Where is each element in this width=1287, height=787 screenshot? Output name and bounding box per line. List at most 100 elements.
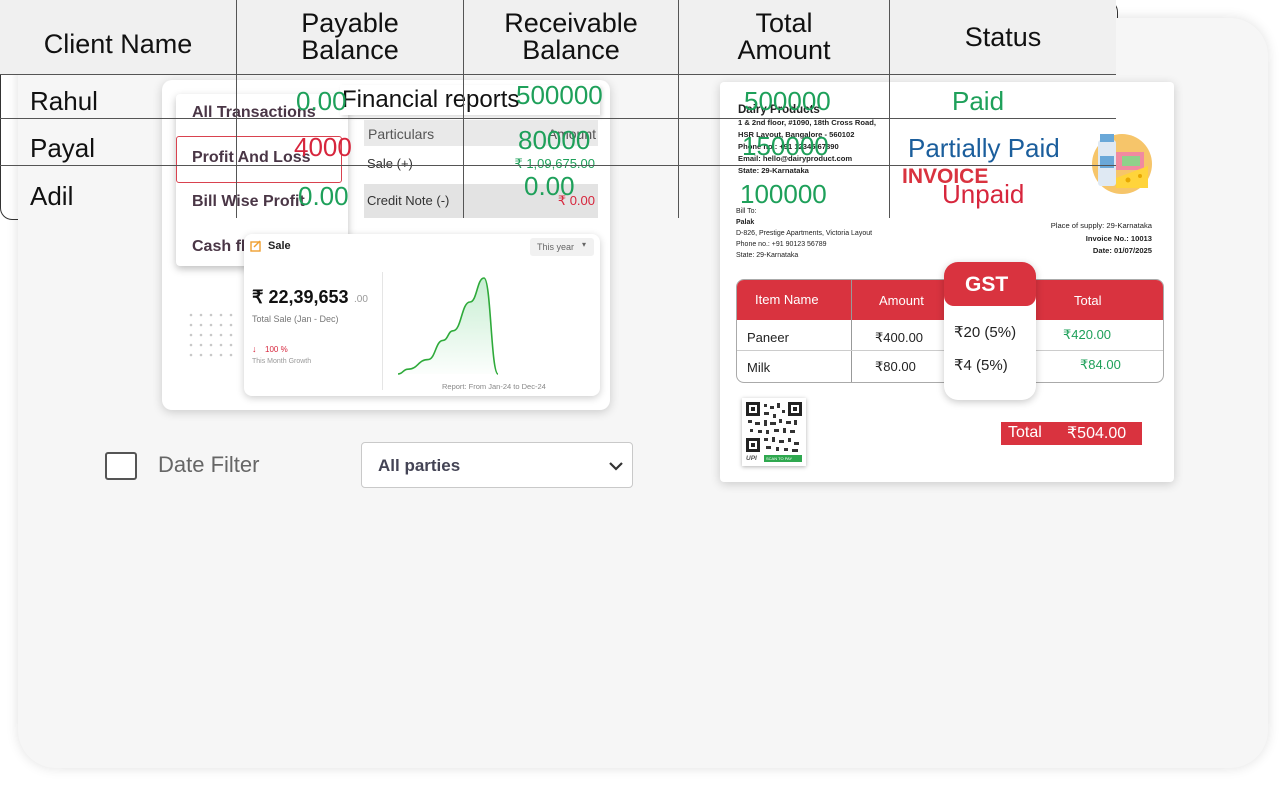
item-name: Paneer	[747, 330, 789, 345]
chevron-down-icon: ▾	[582, 240, 587, 249]
col-divider	[236, 0, 237, 218]
down-arrow-icon: ↓	[252, 344, 257, 354]
growth-value: 100 %	[265, 345, 288, 354]
col-divider	[678, 0, 679, 218]
total-amount-header: Total Amount	[678, 0, 890, 74]
sale-card-title: Sale	[268, 240, 291, 252]
qr-code-icon	[746, 402, 802, 452]
invoice-title: INVOICE	[902, 165, 989, 188]
particulars-col: Particulars	[368, 126, 435, 142]
sale-trend-chart	[397, 277, 499, 375]
total-amount: 150000	[742, 131, 829, 161]
client-name-header: Client Name	[0, 0, 236, 74]
client-name: Rahul	[30, 86, 98, 116]
col-divider	[889, 0, 890, 218]
item-name-header: Item Name	[755, 292, 819, 307]
status-unpaid: Unpaid	[942, 179, 1025, 209]
trend-line	[397, 277, 499, 375]
sale-row-label: Sale (+)	[367, 156, 413, 171]
invoice-number: Invoice No.: 10013	[1085, 233, 1152, 243]
payable-balance: 4000	[294, 132, 352, 162]
upi-label: UPI	[746, 455, 757, 462]
chevron-down-icon	[609, 462, 623, 471]
row-divider	[0, 74, 1116, 75]
divider	[382, 272, 383, 390]
status-paid: Paid	[952, 86, 1005, 116]
customer-phone: Phone no.: +91 90123 56789	[736, 241, 827, 248]
client-name: Adil	[30, 181, 74, 211]
company-name: Dairy Products	[738, 104, 820, 116]
trend-area	[398, 278, 498, 374]
credit-note-row-bg	[364, 184, 598, 218]
company-address: 1 & 2nd floor, #1090, 18th Cross Road, H…	[738, 117, 876, 177]
gst-header-bg	[944, 262, 1036, 306]
invoice-total-bar: Total ₹504.00	[1001, 422, 1142, 445]
col-divider	[851, 280, 852, 382]
sale-card: Sale This year ▾ ₹ 22,39,653 .00 Total S…	[244, 234, 600, 396]
amount-col: Amount	[547, 126, 596, 142]
scan-to-pay-badge: SCAN TO PAY	[764, 455, 802, 462]
email-line: Email: hello@dairyproduct.com	[738, 154, 853, 163]
client-name: Payal	[30, 133, 96, 163]
particulars-header: Particulars Amount	[364, 120, 598, 146]
receivable-balance-header: Receivable Balance	[464, 0, 678, 74]
report-range: Report: From Jan-24 to Dec-24	[442, 382, 546, 391]
party-select[interactable]: All parties	[361, 442, 633, 488]
total-sale-caption: Total Sale (Jan - Dec)	[252, 314, 339, 324]
customer-name: Palak	[736, 219, 755, 226]
dairy-logo-icon	[1092, 134, 1152, 194]
bill-to-label: Bill To:	[736, 208, 757, 215]
receivable-balance: 0.00	[524, 171, 575, 201]
item-name: Milk	[747, 360, 771, 375]
menu-item-all-transactions[interactable]: All Transactions	[192, 104, 316, 121]
period-dropdown[interactable]: This year ▾	[530, 238, 594, 256]
item-amount: ₹400.00	[875, 330, 924, 345]
growth-caption: This Month Growth	[252, 358, 312, 365]
gst-header: GST	[965, 273, 1009, 296]
menu-item-cash-flow[interactable]: Cash fl	[192, 238, 246, 255]
credit-note-amount: ₹ 0.00	[557, 193, 595, 208]
credit-note-label: Credit Note (-)	[367, 193, 450, 208]
party-select-value: All parties	[378, 456, 461, 475]
menu-item-bill-wise-profit[interactable]: Bill Wise Profit	[192, 193, 305, 210]
gst-column-popout: GST ₹20 (5%) ₹4 (5%)	[944, 262, 1036, 400]
total-value: ₹504.00	[1067, 425, 1127, 442]
payable-balance: 0.00	[298, 181, 349, 211]
address-line: HSR Layout, Bangalore - 560102	[738, 130, 855, 139]
sale-row-amount: ₹ 1,09,675.00	[514, 156, 595, 171]
item-gst: ₹4 (5%)	[954, 357, 1008, 374]
row-divider	[0, 165, 1116, 166]
col-divider	[463, 0, 464, 218]
total-label: Total	[1008, 424, 1042, 441]
payable-balance-header: Payable Balance	[236, 0, 464, 74]
receivable-balance: 80000	[518, 125, 591, 155]
period-value: This year	[537, 242, 575, 252]
amount-header: Amount	[879, 293, 924, 308]
upi-qr-code[interactable]: UPI SCAN TO PAY	[742, 398, 806, 466]
invoice-meta: Place of supply: 29-Karnataka Invoice No…	[1051, 220, 1152, 258]
address-line: 1 & 2nd floor, #1090, 18th Cross Road,	[738, 118, 876, 127]
menu-item-profit-and-loss[interactable]: Profit And Loss	[192, 149, 311, 166]
item-total: ₹84.00	[1080, 357, 1121, 372]
date-filter-checkbox[interactable]	[105, 452, 137, 480]
payable-balance: 0.00	[296, 86, 347, 116]
status-header: Status	[890, 0, 1116, 74]
menu-item-profit-loss-active[interactable]	[176, 136, 342, 183]
total-amount: 500000	[744, 86, 831, 116]
phone-line: Phone no.: +91 12345 67890	[738, 142, 839, 151]
total-header: Total	[1074, 293, 1102, 308]
total-sale-decimals: .00	[354, 294, 368, 305]
customer-state: State: 29-Karnataka	[736, 252, 799, 259]
item-amount: ₹80.00	[875, 359, 916, 374]
total-sale-value: ₹ 22,39,653	[252, 287, 349, 307]
date-filter-label: Date Filter	[158, 452, 260, 477]
item-total: ₹420.00	[1063, 327, 1112, 342]
item-gst: ₹20 (5%)	[954, 324, 1017, 341]
row-divider	[0, 118, 1116, 119]
place-of-supply: Place of supply: 29-Karnataka	[1050, 221, 1152, 230]
status-partially-paid: Partially Paid	[908, 133, 1060, 163]
invoice-card: Dairy Products 1 & 2nd floor, #1090, 18t…	[720, 82, 1174, 482]
receivable-balance: 500000	[516, 80, 603, 110]
bill-to-block: Bill To: Palak D-826, Prestige Apartment…	[736, 206, 872, 261]
state-line: State: 29-Karnataka	[738, 166, 809, 175]
